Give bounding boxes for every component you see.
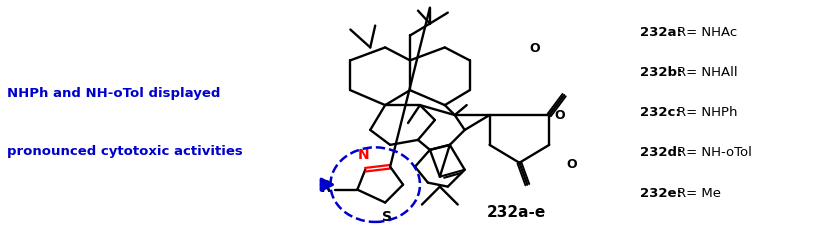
Text: 232e:: 232e: <box>639 187 681 200</box>
Text: R= NHAll: R= NHAll <box>677 66 738 79</box>
Text: 232c:: 232c: <box>639 106 681 119</box>
Text: R= NH-oTol: R= NH-oTol <box>677 147 753 159</box>
Text: NHPh and NH-oTol displayed: NHPh and NH-oTol displayed <box>7 87 221 100</box>
Text: R= NHPh: R= NHPh <box>677 106 738 119</box>
Text: 232a:: 232a: <box>639 26 681 39</box>
Text: R= Me: R= Me <box>677 187 721 200</box>
Text: 232a-e: 232a-e <box>486 205 546 220</box>
Text: N: N <box>357 148 369 162</box>
Text: R= NHAc: R= NHAc <box>677 26 738 39</box>
Text: O: O <box>566 158 576 171</box>
Text: O: O <box>554 109 565 122</box>
Text: pronounced cytotoxic activities: pronounced cytotoxic activities <box>7 145 243 158</box>
Text: 232d:: 232d: <box>639 147 682 159</box>
Text: S: S <box>382 210 392 224</box>
Text: O: O <box>529 42 540 55</box>
Text: 232b:: 232b: <box>639 66 682 79</box>
Text: R: R <box>320 180 332 195</box>
